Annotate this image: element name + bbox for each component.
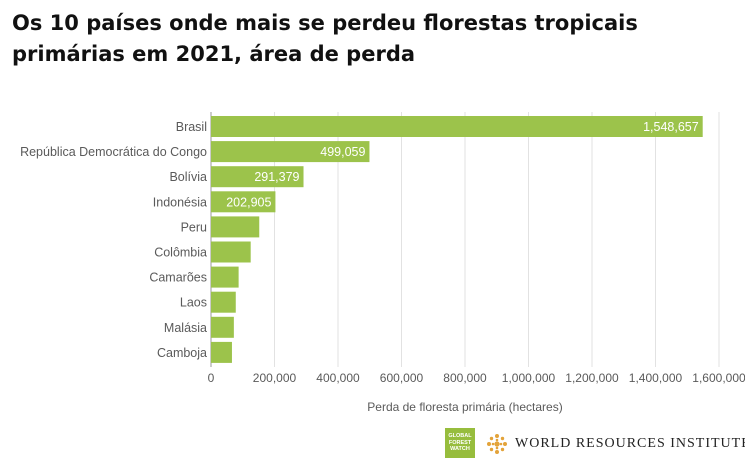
category-label: República Democrática do Congo xyxy=(20,145,207,159)
wri-logo-text: WORLD RESOURCES INSTITUTE xyxy=(515,436,745,451)
bar-5 xyxy=(211,241,251,263)
category-label: Camboja xyxy=(157,346,207,360)
x-tick-label: 800,000 xyxy=(443,371,487,385)
x-tick-label: 200,000 xyxy=(253,371,297,385)
gfw-logo-line: FOREST xyxy=(448,439,472,446)
x-tick-label: 1,200,000 xyxy=(565,371,619,385)
data-label: 202,905 xyxy=(226,195,271,209)
bar-4 xyxy=(211,216,260,238)
x-tick-label: 600,000 xyxy=(380,371,424,385)
data-labels: 1,548,657 499,059 291,379 202,905 xyxy=(226,120,699,209)
bar-7 xyxy=(211,291,236,313)
chart-title: Os 10 países onde mais se perdeu florest… xyxy=(12,11,638,66)
wri-logo: WORLD RESOURCES INSTITUTE xyxy=(486,433,745,455)
bar-6 xyxy=(211,266,239,288)
x-tick-label: 1,400,000 xyxy=(629,371,683,385)
category-label: Laos xyxy=(180,296,207,310)
bar-1 xyxy=(211,141,370,163)
bar-8 xyxy=(211,316,234,338)
wri-globe-icon xyxy=(487,434,507,454)
x-tick-label: 0 xyxy=(208,371,215,385)
category-label: Bolívia xyxy=(169,170,207,184)
data-label: 1,548,657 xyxy=(643,120,699,134)
gfw-logo-line: WATCH xyxy=(450,446,470,453)
category-label: Indonésia xyxy=(153,195,207,209)
data-label: 291,379 xyxy=(254,170,299,184)
bars xyxy=(211,116,703,363)
bar-2 xyxy=(211,166,304,188)
data-label: 499,059 xyxy=(320,145,365,159)
bar-3 xyxy=(211,191,276,213)
category-labels: Brasil República Democrática do Congo Bolí… xyxy=(20,120,207,360)
category-label: Malásia xyxy=(164,321,207,335)
x-tick-label: 400,000 xyxy=(316,371,360,385)
gfw-logo-line: GLOBAL xyxy=(448,433,472,440)
category-label: Colômbia xyxy=(154,246,207,260)
x-tick-label: 1,000,000 xyxy=(502,371,556,385)
x-axis-label: Perda de floresta primária (hectares) xyxy=(367,400,562,414)
bar-9 xyxy=(211,341,232,363)
grid-lines xyxy=(210,112,720,367)
global-forest-watch-logo: GLOBAL FOREST WATCH xyxy=(445,428,475,458)
category-label: Camarões xyxy=(149,271,207,285)
category-label: Peru xyxy=(181,220,207,234)
category-label: Brasil xyxy=(176,120,207,134)
bar-0 xyxy=(211,116,703,137)
x-tick-label: 1,600,000 xyxy=(692,371,745,385)
x-tick-labels: 0 200,000 400,000 600,000 800,000 1,000,000 1,… xyxy=(208,371,745,385)
